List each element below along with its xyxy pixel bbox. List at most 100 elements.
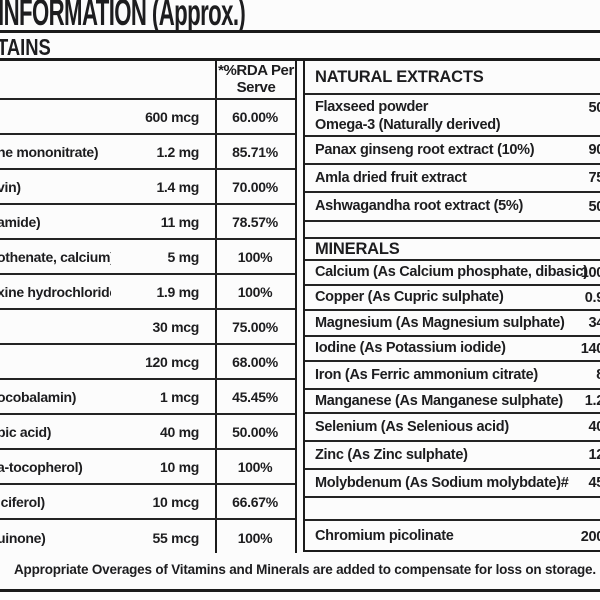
table-row: ne mononitrate) 1.2 mg 85.71% (0, 135, 295, 170)
ingredient-name: Flaxseed powder Omega-3 (Naturally deriv… (305, 95, 501, 134)
nutrient-amount: 10 mg (160, 458, 199, 475)
nutrient-amount: 1.9 mg (156, 283, 199, 300)
nutrient-name: lciferol) (0, 493, 45, 510)
ingredient-name: Selenium (As Selenious acid) (315, 418, 509, 435)
nutrient-amount: 1 mcg (160, 388, 199, 405)
nutrient-name: vin) (0, 178, 21, 195)
table-row: Ashwagandha root extract (5%) 50 (305, 193, 600, 222)
table-top-divider (0, 58, 600, 61)
nutrient-rda: 70.00% (232, 178, 278, 195)
table-row: Copper (As Cupric sulphate) 0.9 (305, 286, 600, 311)
ingredient-name: Chromium picolinate (315, 528, 454, 545)
vitamins-table-header: *%RDA Per Serve (0, 61, 295, 100)
section-title: MINERALS (315, 239, 400, 258)
table-row: Magnesium (As Magnesium sulphate) 34 (305, 311, 600, 337)
nutrient-amount: 10 mcg (152, 493, 200, 510)
table-row: Iodine (As Potassium iodide) 140 (305, 337, 600, 362)
table-row: amide) 11 mg 78.57% (0, 205, 295, 240)
section-header-row: MINERALS (305, 239, 600, 261)
nutrient-rda: 75.00% (232, 318, 278, 335)
nutrient-rda: 100% (237, 248, 273, 265)
contains-label: TAINS (0, 34, 51, 60)
extracts-minerals-table: NATURAL EXTRACTS Flaxseed powder Omega-3… (303, 61, 600, 552)
ingredient-name: Magnesium (As Magnesium sulphate) (315, 314, 565, 331)
ingredient-name: Ashwagandha root extract (5%) (315, 198, 524, 215)
nutrient-amount: 600 mcg (145, 108, 199, 125)
nutrient-amount: 30 mcg (152, 318, 200, 335)
table-row: 30 mcg 75.00% (0, 310, 295, 345)
ingredient-name-line1: Flaxseed powder (315, 99, 429, 115)
title-divider (0, 30, 600, 33)
ingredient-name-line2: Omega-3 (Naturally derived) (315, 117, 501, 134)
nutrient-name: ocobalamin) (0, 388, 77, 405)
ingredient-value: 1.2 (584, 393, 600, 409)
table-row: othenate, calcium) 5 mg 100% (0, 240, 295, 275)
nutrient-amount: 55 mcg (152, 529, 200, 546)
ingredient-value: 140 (580, 340, 600, 357)
nutrient-name: uinone) (0, 529, 46, 546)
ingredient-name: Copper (As Cupric sulphate) (315, 289, 504, 306)
nutrient-rda: 100% (237, 458, 273, 475)
spacer-row (305, 222, 600, 239)
rda-column-header: *%RDA Per Serve (218, 62, 294, 96)
vitamins-table: *%RDA Per Serve 600 mcg 60.00% ne mononi… (0, 61, 297, 553)
table-row: a-tocopherol) 10 mg 100% (0, 450, 295, 485)
ingredient-name: Iron (As Ferric ammonium citrate) (315, 366, 538, 383)
ingredient-value: 200 (580, 528, 600, 545)
table-row: Flaxseed powder Omega-3 (Naturally deriv… (305, 95, 600, 137)
table-row: 120 mcg 68.00% (0, 345, 295, 380)
nutrient-rda: 66.67% (232, 493, 278, 510)
nutrient-rda: 78.57% (232, 213, 278, 230)
nutrient-name: ne mononitrate) (0, 143, 99, 160)
table-row: Zinc (As Zinc sulphate) 12 (305, 442, 600, 470)
section-title: NATURAL EXTRACTS (315, 67, 484, 86)
table-row: bic acid) 40 mg 50.00% (0, 415, 295, 450)
table-row: Chromium picolinate 200 (305, 521, 600, 552)
table-row: ocobalamin) 1 mcg 45.45% (0, 380, 295, 415)
nutrient-name: othenate, calcium) (0, 248, 111, 265)
ingredient-value: 40 (588, 419, 600, 435)
nutrient-rda: 100% (237, 529, 273, 546)
ingredient-name: Panax ginseng root extract (10%) (315, 141, 535, 158)
nutrient-amount: 1.2 mg (156, 143, 199, 160)
ingredient-value: 8 (596, 367, 600, 383)
table-row: xine hydrochloride) 1.9 mg 100% (0, 275, 295, 310)
nutrient-rda: 68.00% (232, 353, 278, 370)
table-row: Selenium (As Selenious acid) 40 (305, 414, 600, 442)
column-divider (215, 61, 217, 553)
ingredient-value: 12 (588, 447, 600, 463)
table-row: Amla dried fruit extract 75 (305, 165, 600, 193)
page-title: INFORMATION (Approx.) (0, 0, 246, 33)
ingredient-name: Iodine (As Potassium iodide) (315, 340, 506, 357)
table-row: Panax ginseng root extract (10%) 90 (305, 137, 600, 165)
spacer-row (305, 498, 600, 521)
nutrient-amount: 11 mg (160, 213, 200, 230)
section-header-row: NATURAL EXTRACTS (305, 61, 600, 95)
ingredient-value: 100 (580, 264, 600, 281)
nutrient-amount: 5 mg (167, 248, 200, 265)
ingredient-value: 45 (588, 475, 600, 491)
nutrient-amount: 120 mcg (145, 353, 199, 370)
ingredient-value: 90 (588, 142, 600, 158)
table-row: Iron (As Ferric ammonium citrate) 8 (305, 362, 600, 390)
nutrient-amount: 40 mg (160, 423, 199, 440)
nutrient-name: a-tocopherol) (0, 458, 83, 475)
nutrient-name: xine hydrochloride) (0, 283, 111, 300)
bottom-divider (0, 589, 600, 592)
ingredient-value: 75 (588, 170, 600, 186)
nutrient-rda: 100% (237, 283, 273, 300)
nutrient-amount: 1.4 mg (156, 178, 199, 195)
nutrient-name: amide) (0, 213, 41, 230)
table-row: Calcium (As Calcium phosphate, dibasic) … (305, 261, 600, 286)
table-row: uinone) 55 mcg 100% (0, 520, 295, 555)
ingredient-value: 34 (588, 315, 600, 331)
table-row: 600 mcg 60.00% (0, 100, 295, 135)
table-row: lciferol) 10 mcg 66.67% (0, 485, 295, 520)
ingredient-name: Calcium (As Calcium phosphate, dibasic) (315, 264, 588, 281)
ingredient-value: 50 (588, 100, 600, 116)
ingredient-name: Manganese (As Manganese sulphate) (315, 392, 563, 409)
ingredient-value: 50 (588, 198, 600, 215)
table-row: vin) 1.4 mg 70.00% (0, 170, 295, 205)
storage-footnote: Appropriate Overages of Vitamins and Min… (14, 562, 596, 577)
